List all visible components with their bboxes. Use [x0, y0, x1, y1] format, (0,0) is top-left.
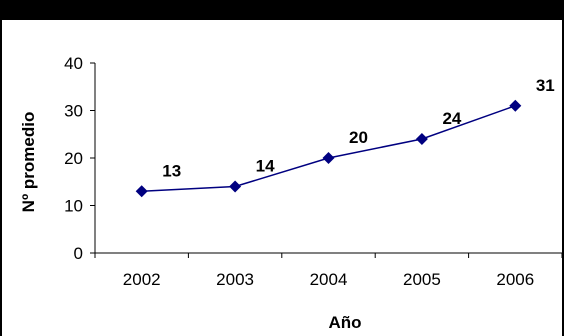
y-tick-label: 20: [64, 149, 83, 168]
y-tick-label: 40: [64, 54, 83, 73]
data-label: 13: [162, 161, 181, 180]
x-tick-label: 2005: [403, 270, 441, 289]
y-tick-labels: 0 10 20 30 40: [64, 54, 83, 263]
x-tick-labels: 2002 2003 2004 2005 2006: [123, 270, 534, 289]
x-tick-label: 2006: [496, 270, 534, 289]
data-label: 14: [256, 157, 275, 176]
data-point-marker: [322, 152, 335, 164]
data-point-marker: [415, 133, 428, 145]
series-markers: [135, 99, 522, 198]
x-axis-title: Año: [328, 313, 361, 332]
y-axis-title: Nº promedio: [19, 112, 38, 213]
chart-axes: [90, 62, 562, 258]
y-tick-label: 30: [64, 102, 83, 121]
x-tick-label: 2004: [310, 270, 348, 289]
data-labels: 13 14 20 24 31: [162, 76, 555, 181]
line-chart: 0 10 20 30 40 2002 2003 2004 2005 2006 13 14 20 24 3…: [19, 54, 562, 332]
data-point-marker: [135, 185, 148, 198]
data-label: 20: [349, 128, 368, 147]
x-tick-label: 2003: [216, 270, 254, 289]
data-label: 24: [442, 109, 461, 128]
y-tick-label: 0: [74, 244, 83, 263]
data-point-marker: [229, 180, 242, 193]
x-tick-label: 2002: [123, 270, 161, 289]
data-point-marker: [509, 99, 522, 112]
data-label: 31: [536, 76, 555, 95]
chart-panel: 0 10 20 30 40 2002 2003 2004 2005 2006 13 14 20 24 3…: [2, 20, 562, 336]
y-tick-label: 10: [64, 197, 83, 216]
